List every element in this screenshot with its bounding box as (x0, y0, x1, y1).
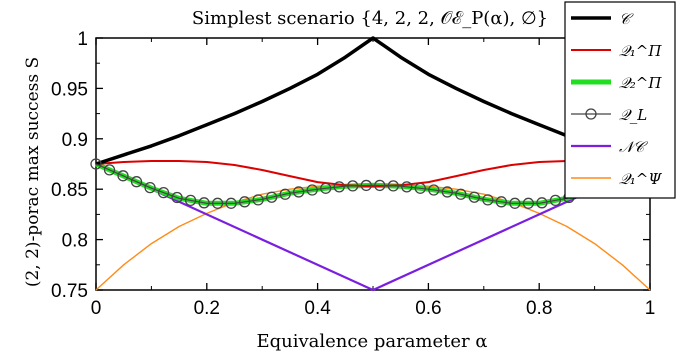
series-line-3 (95, 163, 651, 204)
x-tick-label: 0.8 (526, 298, 552, 319)
y-tick-label: 1 (77, 29, 88, 50)
data-point-marker (171, 191, 183, 204)
data-point-marker (238, 196, 251, 208)
data-point-marker (293, 186, 305, 198)
data-point-marker (306, 184, 318, 196)
y-tick-label: 0.8 (62, 231, 88, 252)
data-point-marker (428, 184, 440, 196)
data-point-marker (320, 182, 332, 194)
x-tick-label: 0.2 (194, 298, 220, 319)
data-point-marker (387, 180, 399, 192)
data-point-marker (522, 197, 535, 209)
data-point-marker (509, 197, 521, 209)
data-point-marker (414, 182, 426, 194)
x-tick-label: 0.6 (415, 298, 441, 319)
chart-title: Simplest scenario {4, 2, 2, 𝒪ℰ_P(α), ∅} (192, 8, 548, 29)
y-tick-label: 0.9 (62, 130, 88, 151)
legend-label-5: 𝒬₁^Ψ (619, 170, 662, 188)
data-point-marker (401, 181, 413, 193)
y-tick-label: 0.85 (51, 180, 88, 201)
data-point-marker (495, 196, 508, 208)
y-axis-label: (2, 2)-porac max success S (23, 57, 43, 287)
series-line-1 (95, 160, 651, 188)
legend-box (564, 1, 676, 199)
data-point-marker (211, 197, 224, 209)
legend-label-2: 𝒬₂^Π (619, 74, 662, 92)
x-tick-label: 0.4 (304, 298, 331, 319)
x-tick-label: 0 (91, 298, 102, 319)
series-line-0 (95, 36, 651, 166)
data-point-marker (117, 170, 129, 182)
y-tick-label: 0.95 (51, 79, 88, 100)
data-point-marker (90, 158, 102, 170)
data-point-marker (130, 176, 143, 188)
data-point-marker (144, 181, 156, 194)
data-point-marker (279, 188, 291, 200)
data-point-marker (360, 179, 372, 192)
y-tick-label: 0.75 (51, 281, 88, 302)
legend-marker (585, 108, 597, 120)
legend-label-4: 𝒩𝒞 (619, 138, 648, 156)
data-point-marker (266, 191, 278, 203)
legend-label-3: 𝒬_L (619, 106, 647, 124)
data-point-marker (333, 181, 345, 193)
data-point-marker (252, 194, 264, 206)
data-point-marker (455, 188, 467, 200)
data-point-marker (441, 186, 453, 198)
data-point-marker (549, 194, 562, 207)
data-point-marker (536, 197, 548, 209)
legend-label-1: 𝒬₁^Π (619, 42, 662, 60)
data-point-marker (482, 194, 494, 206)
x-axis-label: Equivalence parameter α (256, 331, 487, 352)
data-point-marker (225, 197, 237, 209)
data-point-marker (157, 186, 170, 199)
series-line-4 (95, 162, 651, 292)
x-tick-label: 1 (645, 298, 656, 319)
data-point-marker (198, 197, 210, 209)
data-point-marker (347, 180, 359, 192)
data-point-marker (184, 194, 197, 207)
data-point-marker (374, 179, 386, 192)
data-point-marker (468, 191, 480, 203)
data-point-marker (103, 164, 116, 176)
